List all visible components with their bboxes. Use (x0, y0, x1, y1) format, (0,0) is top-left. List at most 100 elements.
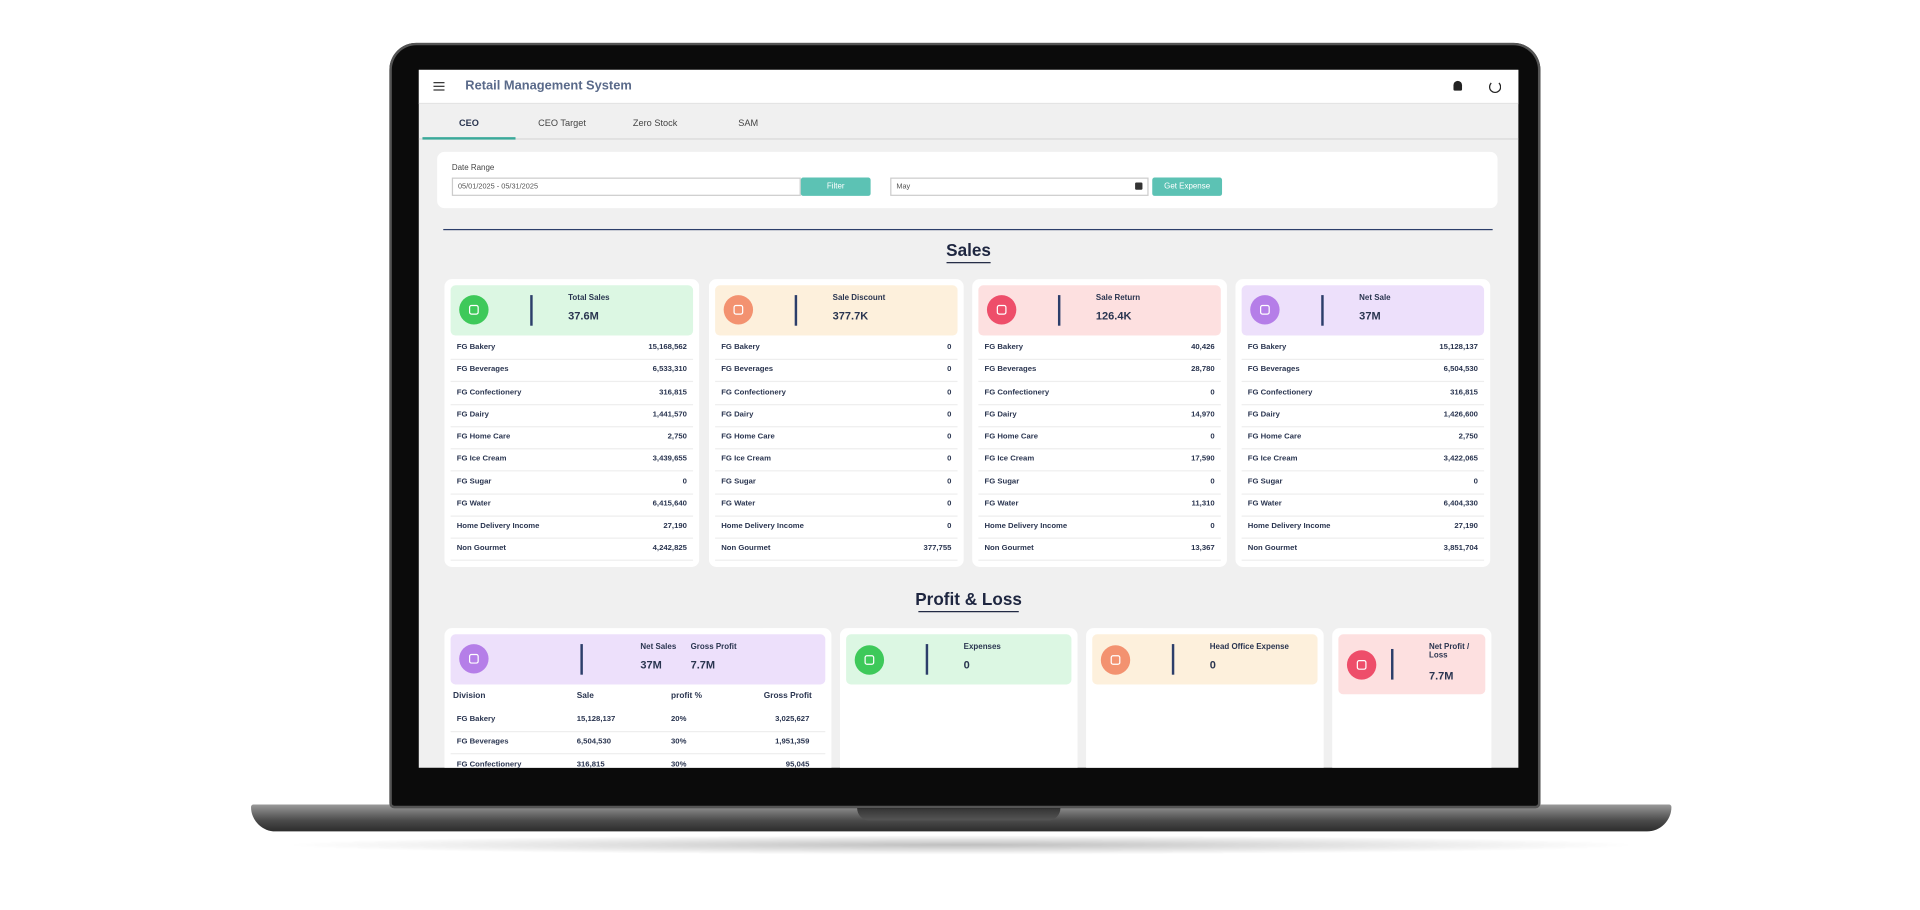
filter-card: Date Range 05/01/2025 - 05/31/2025 Filter M… (437, 151, 1498, 209)
card-icon (723, 295, 754, 325)
top-bar: Retail Management System (418, 69, 1519, 105)
card-divider (530, 295, 533, 326)
row-value: 2,750 (1458, 432, 1478, 441)
row-value: 0 (1210, 476, 1215, 486)
table-header: Division (453, 691, 486, 701)
row-label: FG Ice Cream (984, 454, 1035, 464)
row-label: FG Confectionery (1247, 387, 1313, 397)
row-value: 14,970 (1191, 409, 1215, 419)
row-label: FG Bakery (721, 342, 760, 352)
net-sales-label: Net Sales (640, 642, 677, 652)
table-cell: 15,128,137 (576, 715, 616, 724)
tab[interactable]: SAM (738, 117, 759, 129)
card-divider (1391, 648, 1393, 680)
row-value: 6,415,640 (652, 499, 687, 508)
row-label: FG Dairy (456, 409, 489, 419)
summary-card: Net Sales 37M Gross Profit 7.7M Division Sale… (444, 628, 832, 768)
card-total: 377.7K (832, 309, 869, 323)
row-value: 0 (947, 409, 952, 419)
row-value: 0 (1210, 521, 1215, 531)
row-separator (450, 425, 694, 428)
card-icon (986, 295, 1017, 325)
table-cell: 20% (671, 715, 687, 724)
row-label: FG Beverages (721, 365, 774, 374)
title-underline (946, 262, 991, 264)
table-cell: FG Bakery (456, 715, 496, 724)
row-label: Non Gourmet (1247, 543, 1298, 553)
row-separator (1241, 448, 1485, 450)
tab[interactable]: Zero Stock (632, 117, 678, 129)
card-header: Net Sales 37M Gross Profit 7.7M (450, 634, 826, 685)
gross-profit-label: Gross Profit (690, 642, 737, 652)
screen: Retail Management System CEO CEO Target Zer… (418, 69, 1519, 768)
table-cell: 1,951,359 (775, 737, 810, 747)
card-title: Sale Return (1095, 293, 1141, 303)
card-title: Expenses (963, 642, 1001, 652)
bell-icon[interactable] (1453, 80, 1463, 91)
sales-card: Net Sale 37M FG Bakery 15,128,137 FG Beverag… (1235, 279, 1491, 567)
filter-button[interactable]: Filter (800, 177, 871, 196)
row-label: FG Home Care (1247, 432, 1302, 441)
row-separator (978, 515, 1221, 517)
tab[interactable]: CEO Target (538, 117, 586, 129)
row-separator (1241, 559, 1485, 562)
row-separator (715, 515, 958, 517)
card-title: Head Office Expense (1209, 642, 1289, 652)
table-cell: FG Confectionery (456, 759, 522, 768)
sales-card: Total Sales 37.6M FG Bakery 15,168,562 FG Be… (444, 279, 700, 567)
row-value: 3,851,704 (1443, 543, 1478, 553)
sales-card: Sale Return 126.4K FG Bakery 40,426 FG Bever… (972, 279, 1227, 567)
row-label: FG Confectionery (456, 387, 522, 397)
table-cell: 3,025,627 (775, 715, 810, 724)
title-underline (918, 611, 1019, 613)
tabs-border (418, 138, 1519, 140)
card-icon (459, 295, 489, 325)
row-label: FG Home Care (721, 432, 775, 441)
row-value: 2,750 (667, 432, 687, 441)
row-separator (978, 559, 1221, 562)
row-label: FG Ice Cream (456, 454, 507, 464)
row-label: Home Delivery Income (721, 521, 804, 531)
row-label: FG Home Care (456, 432, 511, 441)
laptop-shadow (281, 835, 1641, 855)
row-value: 4,242,825 (652, 543, 687, 553)
card-header: Expenses 0 (846, 634, 1072, 685)
row-value: 1,441,570 (652, 409, 687, 419)
row-separator (1241, 425, 1485, 428)
row-label: FG Beverages (984, 365, 1037, 374)
laptop-notch (857, 804, 1061, 821)
row-separator (450, 381, 694, 383)
row-value: 13,367 (1191, 543, 1215, 553)
row-value: 0 (1473, 476, 1478, 486)
row-label: Home Delivery Income (1247, 521, 1331, 531)
row-separator (715, 559, 958, 562)
card-divider (925, 644, 928, 675)
row-value: 1,426,600 (1443, 409, 1478, 419)
row-separator (978, 425, 1221, 428)
card-total: 37M (1359, 309, 1381, 323)
row-label: Non Gourmet (456, 543, 507, 553)
pl-card: Expenses 0 (840, 628, 1078, 768)
tab[interactable]: CEO (459, 117, 479, 129)
row-separator (715, 492, 958, 495)
row-label: Non Gourmet (984, 543, 1034, 553)
date-range-input[interactable]: 05/01/2025 - 05/31/2025 (451, 177, 801, 196)
table-header: profit % (671, 691, 702, 701)
card-divider (1321, 295, 1324, 326)
row-value: 0 (947, 521, 952, 531)
row-value: 40,426 (1191, 342, 1215, 352)
row-separator (450, 492, 694, 495)
card-icon (1100, 644, 1131, 675)
row-value: 3,439,655 (652, 454, 687, 464)
row-separator (450, 537, 694, 539)
row-value: 17,590 (1191, 454, 1215, 464)
power-icon[interactable] (1488, 80, 1502, 94)
app-title: Retail Management System (465, 78, 632, 94)
row-value: 0 (947, 454, 952, 464)
row-value: 15,168,562 (648, 342, 687, 352)
row-label: FG Ice Cream (721, 454, 771, 464)
row-label: Home Delivery Income (984, 521, 1068, 531)
menu-button[interactable] (433, 82, 445, 91)
month-input[interactable]: May (890, 177, 1149, 196)
expense-button[interactable]: Get Expense (1152, 177, 1223, 196)
